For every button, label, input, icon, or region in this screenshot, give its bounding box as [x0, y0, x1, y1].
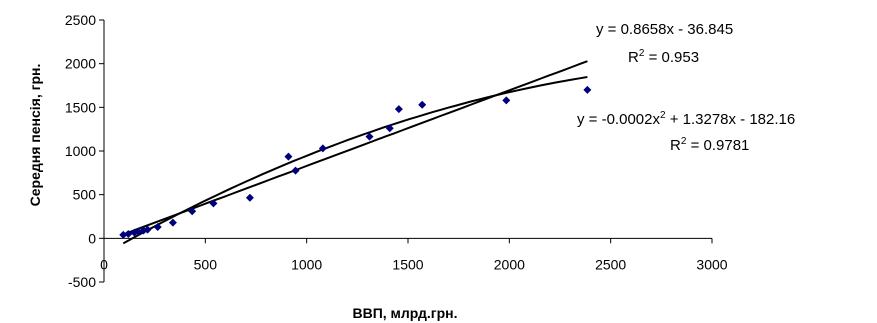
y-tick-label: -500 — [68, 274, 96, 290]
poly-trend-equation: y = -0.0002x2 + 1.3278x - 182.16 — [577, 110, 795, 128]
linear-trend-equation: y = 0.8658x - 36.845 — [596, 21, 733, 38]
x-tick-label: 500 — [194, 256, 218, 272]
x-tick-label: 1000 — [291, 256, 322, 272]
polynomial-trendline — [122, 76, 588, 245]
data-point — [143, 225, 152, 234]
data-point — [394, 105, 403, 114]
trendlines — [122, 60, 588, 245]
data-point — [188, 207, 197, 216]
linear-trendline — [122, 60, 588, 236]
linear-trend-r2: R2 = 0.953 — [628, 48, 699, 66]
y-tick-label: 2000 — [65, 56, 96, 72]
data-point — [365, 132, 374, 141]
x-tick-label: 2500 — [595, 256, 626, 272]
x-tick-label: 3000 — [696, 256, 727, 272]
data-point — [168, 218, 177, 227]
y-tick-label: 1500 — [65, 99, 96, 115]
data-point — [119, 230, 128, 239]
data-point — [153, 222, 162, 231]
data-point — [385, 124, 394, 133]
data-point — [502, 96, 511, 105]
x-tick-label: 0 — [100, 256, 108, 272]
x-tick-label: 1500 — [392, 256, 423, 272]
x-axis-title: ВВП, млрд.грн. — [352, 305, 457, 321]
data-point — [124, 229, 133, 238]
y-tick-label: 1000 — [65, 143, 96, 159]
data-point — [583, 85, 592, 94]
y-tick-label: 500 — [73, 187, 97, 203]
y-axis-title: Середня пенсія, грн. — [27, 64, 43, 207]
data-point — [209, 199, 218, 208]
poly-trend-r2: R2 = 0.9781 — [670, 136, 749, 154]
data-point — [291, 166, 300, 175]
data-point — [284, 152, 293, 161]
data-points — [119, 85, 592, 239]
data-point — [318, 144, 327, 153]
y-tick-label: 2500 — [65, 12, 96, 28]
x-tick-label: 2000 — [494, 256, 525, 272]
data-point — [418, 100, 427, 109]
y-tick-label: 0 — [88, 230, 96, 246]
data-point — [245, 193, 254, 202]
